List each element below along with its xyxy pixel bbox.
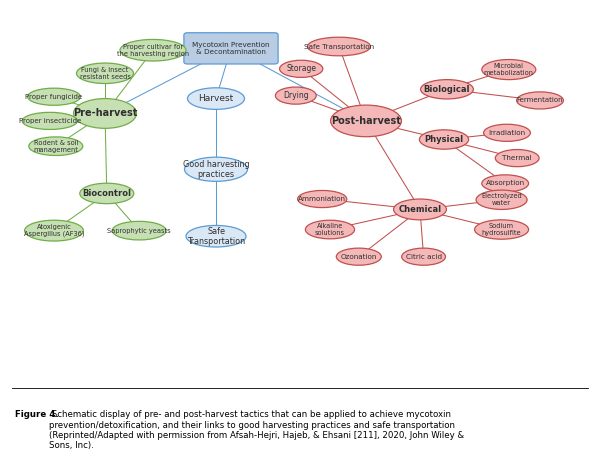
Text: Proper fungicide: Proper fungicide (25, 94, 83, 100)
Ellipse shape (421, 80, 473, 99)
Ellipse shape (28, 88, 80, 105)
Text: Irradiation: Irradiation (488, 130, 526, 136)
Text: Citric acid: Citric acid (406, 254, 442, 259)
Ellipse shape (475, 220, 529, 239)
Text: Schematic display of pre- and post-harvest tactics that can be applied to achiev: Schematic display of pre- and post-harve… (49, 410, 464, 450)
Ellipse shape (120, 40, 186, 61)
Ellipse shape (29, 137, 83, 155)
Ellipse shape (74, 99, 137, 128)
Text: Fermentation: Fermentation (517, 98, 563, 103)
Ellipse shape (275, 87, 316, 104)
Text: Storage: Storage (286, 64, 316, 73)
Text: Chemical: Chemical (398, 205, 442, 214)
Ellipse shape (185, 157, 248, 181)
Text: Ozonation: Ozonation (341, 254, 377, 259)
Text: Safe Transportation: Safe Transportation (304, 44, 374, 49)
Text: Biocontrol: Biocontrol (82, 189, 131, 198)
Ellipse shape (337, 248, 382, 265)
Text: Post-harvest: Post-harvest (331, 116, 401, 126)
Text: Absorption: Absorption (485, 180, 525, 186)
Text: Alkaline
solutions: Alkaline solutions (315, 223, 345, 236)
Ellipse shape (484, 124, 530, 141)
Text: Proper cultivar for
the harvesting region: Proper cultivar for the harvesting regio… (117, 44, 189, 57)
Ellipse shape (25, 220, 83, 241)
Ellipse shape (307, 37, 370, 56)
Text: Pre-harvest: Pre-harvest (73, 108, 137, 119)
Text: Biological: Biological (424, 85, 470, 94)
Text: Ammoniation: Ammoniation (298, 196, 346, 202)
Text: Sodium
hydrosulfite: Sodium hydrosulfite (482, 223, 521, 236)
Text: Good harvesting
practices: Good harvesting practices (182, 159, 250, 179)
Text: Harvest: Harvest (199, 94, 233, 103)
Text: Electrolyzed
water: Electrolyzed water (481, 193, 522, 206)
Text: Physical: Physical (424, 135, 464, 144)
Ellipse shape (298, 191, 347, 207)
Ellipse shape (80, 183, 134, 204)
Ellipse shape (331, 105, 401, 137)
Text: Rodent & soil
management: Rodent & soil management (34, 140, 78, 153)
Ellipse shape (305, 220, 355, 239)
Ellipse shape (402, 248, 445, 265)
Text: Thermal: Thermal (502, 155, 532, 161)
Ellipse shape (280, 60, 323, 77)
Text: Safe
Transportation: Safe Transportation (187, 226, 245, 246)
Ellipse shape (187, 88, 245, 109)
Text: Figure 4.: Figure 4. (15, 410, 59, 419)
Ellipse shape (476, 190, 527, 209)
FancyBboxPatch shape (184, 33, 278, 64)
Text: Saprophytic yeasts: Saprophytic yeasts (107, 228, 171, 233)
Text: Mycotoxin Prevention
& Decontamination: Mycotoxin Prevention & Decontamination (192, 42, 270, 55)
Ellipse shape (482, 60, 536, 80)
Ellipse shape (112, 221, 166, 240)
Ellipse shape (496, 150, 539, 166)
Ellipse shape (482, 175, 529, 192)
Text: Proper insecticide: Proper insecticide (19, 118, 81, 124)
Text: Microbial
metabolization: Microbial metabolization (484, 63, 534, 76)
Text: Drying: Drying (283, 91, 308, 100)
Ellipse shape (77, 63, 133, 84)
Ellipse shape (186, 226, 246, 247)
Text: Fungi & insect
resistant seeds: Fungi & insect resistant seeds (80, 67, 130, 80)
Ellipse shape (419, 130, 469, 149)
Ellipse shape (517, 92, 563, 109)
Text: Atoxigenic
Aspergillus (AF36): Atoxigenic Aspergillus (AF36) (24, 224, 84, 238)
Ellipse shape (22, 113, 77, 129)
Ellipse shape (394, 199, 446, 220)
